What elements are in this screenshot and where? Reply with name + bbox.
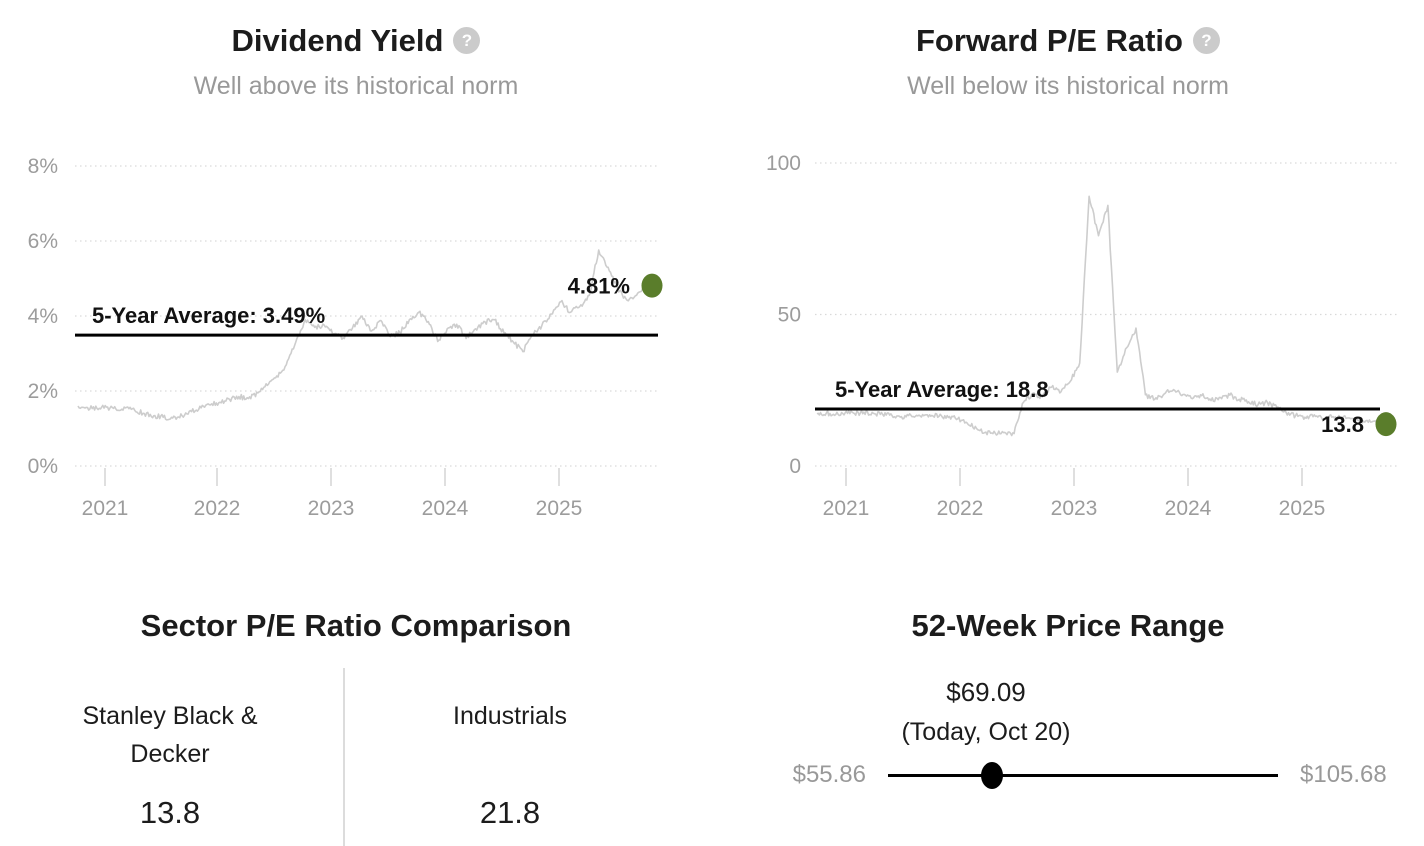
sector-comparison-title-text: Sector P/E Ratio Comparison (140, 607, 572, 643)
help-icon[interactable]: ? (453, 27, 481, 55)
average-label: 5-Year Average: 3.49% (92, 303, 325, 328)
dividend-yield-subtitle: Well above its historical norm (193, 71, 519, 100)
x-axis-label: 2022 (194, 497, 241, 520)
x-axis-label: 2025 (1279, 497, 1326, 520)
forward-pe-title-text: Forward P/E Ratio (916, 22, 1183, 58)
column-divider (343, 668, 345, 846)
x-axis-label: 2023 (1051, 497, 1098, 520)
range-low-label: $55.86 (792, 761, 866, 788)
price-slider-track (888, 774, 1278, 777)
company-name-label: Stanley Black & Decker (82, 702, 258, 768)
sector-comparison-title: Sector P/E Ratio Comparison (0, 585, 712, 644)
x-axis-label: 2023 (308, 497, 355, 520)
sector-column-industry: Industrials 21.8 (340, 697, 680, 831)
industry-name-label: Industrials (453, 702, 567, 730)
forward-pe-panel: Forward P/E Ratio? Well below its histor… (712, 0, 1424, 585)
price-range-title: 52-Week Price Range (712, 585, 1424, 644)
sector-column-company: Stanley Black & Decker 13.8 (0, 697, 340, 831)
sector-comparison-columns: Stanley Black & Decker 13.8 Industrials … (0, 697, 680, 831)
current-value-label: 13.8 (1321, 412, 1364, 437)
y-axis-label: 4% (28, 305, 58, 328)
y-axis-label: 6% (28, 230, 58, 253)
x-axis-label: 2024 (422, 497, 469, 520)
current-value-marker (1375, 412, 1397, 437)
y-axis-label: 2% (28, 380, 58, 403)
dividend-yield-title-text: Dividend Yield (231, 22, 444, 58)
price-slider-handle[interactable] (980, 762, 1003, 789)
y-axis-label: 100 (766, 152, 801, 175)
x-axis-label: 2024 (1165, 497, 1212, 520)
series-line (77, 249, 647, 421)
x-axis-label: 2021 (82, 497, 129, 520)
current-value-marker (641, 273, 663, 298)
forward-pe-chart: 100 50 0 2021 2022 2023 2024 2025 5-Year Average… (766, 152, 1400, 520)
price-range-panel: 52-Week Price Range $69.09 (Today, Oct 2… (712, 585, 1424, 846)
y-axis-label: 0 (789, 455, 801, 478)
y-axis-label: 8% (28, 155, 58, 178)
y-axis-label: 50 (778, 304, 801, 327)
sector-pe-comparison-panel: Sector P/E Ratio Comparison Stanley Blac… (0, 585, 712, 846)
x-axis-label: 2021 (823, 497, 870, 520)
current-price-date: (Today, Oct 20) (901, 718, 1071, 746)
average-label: 5-Year Average: 18.8 (835, 377, 1049, 402)
dividend-yield-chart: 8% 6% 4% 2% 0% 2021 2022 2023 2024 2025 5-Year Ave… (28, 155, 663, 520)
dividend-yield-title: Dividend Yield? (0, 0, 712, 59)
x-axis-label: 2022 (937, 497, 984, 520)
series-line (816, 195, 1381, 437)
company-pe-value: 13.8 (139, 795, 201, 830)
forward-pe-subtitle: Well below its historical norm (907, 71, 1229, 100)
current-price-label: $69.09 (946, 677, 1026, 707)
help-icon[interactable]: ? (1192, 27, 1220, 55)
x-axis-label: 2025 (536, 497, 583, 520)
dividend-yield-panel: Dividend Yield? Well above its historica… (0, 0, 712, 585)
price-range-title-text: 52-Week Price Range (911, 607, 1225, 643)
y-axis-label: 0% (28, 455, 58, 478)
forward-pe-title: Forward P/E Ratio? (712, 0, 1424, 59)
range-high-label: $105.68 (1300, 761, 1387, 788)
industry-pe-value: 21.8 (479, 795, 541, 830)
current-value-label: 4.81% (568, 274, 630, 299)
